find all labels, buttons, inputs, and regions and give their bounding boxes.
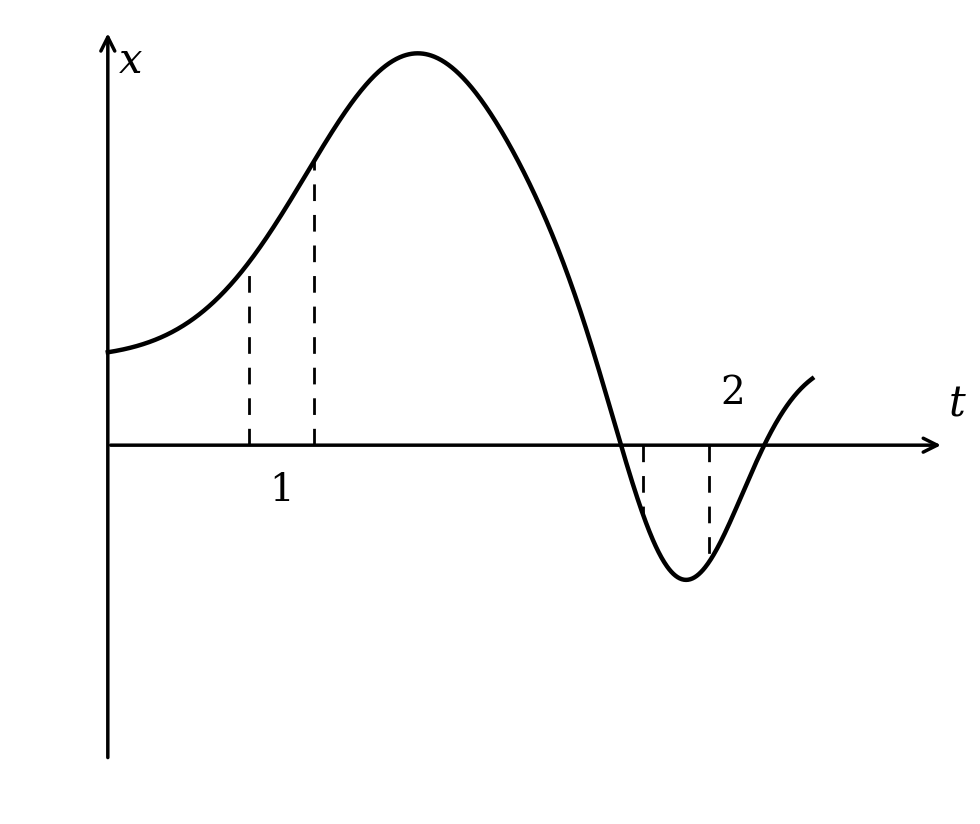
Text: x: x xyxy=(120,40,142,82)
Text: t: t xyxy=(949,383,965,425)
Text: 1: 1 xyxy=(270,471,294,508)
Text: 2: 2 xyxy=(720,375,745,412)
